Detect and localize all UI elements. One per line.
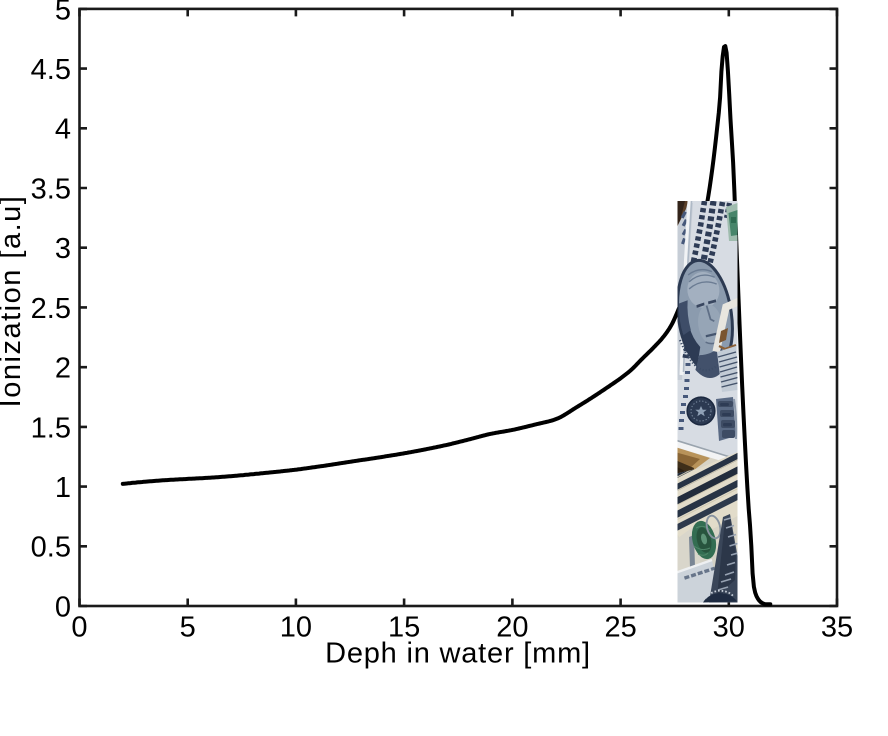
svg-text:4.5: 4.5 (31, 54, 71, 86)
svg-text:1.5: 1.5 (31, 412, 71, 444)
svg-text:15: 15 (388, 612, 420, 644)
svg-text:5: 5 (180, 612, 196, 644)
svg-text:0: 0 (71, 612, 87, 644)
svg-text:3: 3 (55, 233, 71, 265)
svg-text:10: 10 (280, 612, 312, 644)
svg-text:Ionization [a.u]: Ionization [a.u] (0, 195, 27, 408)
svg-text:35: 35 (821, 612, 853, 644)
svg-text:5: 5 (55, 0, 71, 26)
svg-text:30: 30 (713, 612, 745, 644)
svg-text:20: 20 (496, 612, 528, 644)
svg-text:0.5: 0.5 (31, 532, 71, 564)
svg-text:2.5: 2.5 (31, 293, 71, 325)
svg-text:1: 1 (55, 472, 71, 504)
svg-text:4: 4 (55, 114, 71, 146)
svg-text:25: 25 (604, 612, 636, 644)
svg-text:2: 2 (55, 353, 71, 385)
svg-text:0: 0 (55, 591, 71, 623)
svg-text:3.5: 3.5 (31, 173, 71, 205)
svg-text:Deph in water [mm]: Deph in water [mm] (325, 638, 591, 670)
